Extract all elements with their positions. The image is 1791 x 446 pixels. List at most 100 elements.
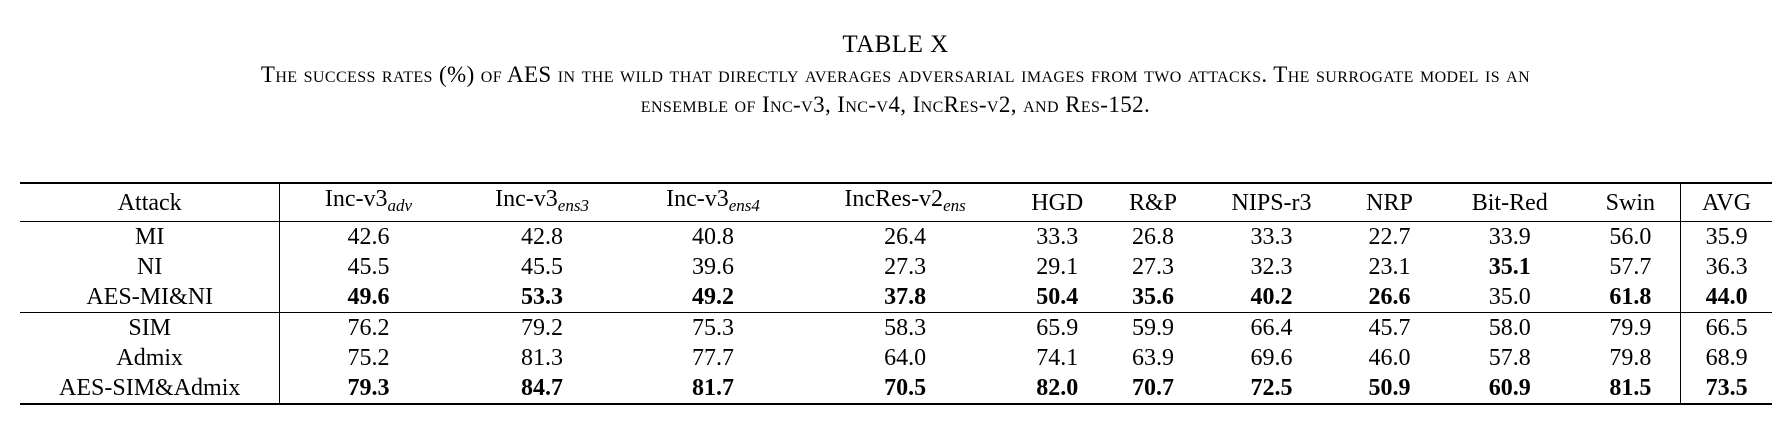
column-header-label: Bit-Red — [1471, 189, 1548, 216]
value-cell: 33.3 — [1250, 224, 1293, 250]
column-header: IncRes-v2ens — [799, 183, 1012, 222]
value-cell: 32.3 — [1250, 254, 1293, 280]
results-table-container: Attack Inc-v3adv Inc-v3ens3 Inc-v3ens4 IncRe… — [20, 182, 1772, 405]
value-cell: 35.1 — [1488, 254, 1531, 280]
table-label: TABLE X — [842, 31, 949, 58]
column-header: Attack — [20, 183, 281, 222]
column-header-label: R&P — [1128, 189, 1177, 216]
attack-name-cell: SIM — [20, 312, 281, 343]
value-cell: 27.3 — [1131, 254, 1174, 280]
value-cell: 65.9 — [1036, 315, 1079, 341]
value-cell: 56.0 — [1580, 221, 1682, 252]
value-cell: 84.7 — [521, 375, 564, 401]
table-row: AES-MI&NI 49.6 53.3 49.2 37.8 50.4 35.6 40.2 26.… — [20, 282, 1772, 313]
column-header-label: Swin — [1605, 189, 1655, 216]
value-cell: 39.6 — [692, 254, 735, 280]
value-cell: 77.7 — [692, 345, 735, 371]
value-cell: 66.4 — [1250, 315, 1293, 341]
value-cell: 45.7 — [1368, 315, 1411, 341]
value-cell: 44.0 — [1705, 284, 1748, 310]
value-cell: 75.3 — [692, 315, 735, 341]
column-header: Inc-v3ens4 — [628, 183, 799, 222]
value-cell: 45.5 — [347, 254, 390, 280]
column-header-label: NRP — [1366, 189, 1413, 216]
value-cell: 36.3 — [1705, 254, 1748, 280]
column-header: HGD — [1012, 183, 1103, 222]
value-cell: 76.2 — [347, 315, 390, 341]
value-cell: 26.6 — [1368, 284, 1411, 310]
value-cell: 35.6 — [1131, 284, 1174, 310]
value-cell: 79.8 — [1580, 343, 1682, 373]
attack-name-cell: NI — [20, 252, 281, 282]
attack-name-cell: MI — [20, 221, 281, 252]
value-cell: 81.7 — [692, 375, 735, 401]
value-cell: 73.5 — [1705, 375, 1748, 401]
column-header-subscript: ens4 — [728, 196, 760, 215]
value-cell: 29.1 — [1036, 254, 1079, 280]
column-header-label: Attack — [117, 189, 182, 216]
column-header-label: Inc-v3 — [495, 186, 558, 212]
value-cell: 37.8 — [884, 284, 927, 310]
value-cell: 23.1 — [1368, 254, 1411, 280]
table-row: AES-SIM&Admix 79.3 84.7 81.7 70.5 82.0 70.7 72.… — [20, 373, 1772, 404]
value-cell: 46.0 — [1368, 345, 1411, 371]
baseline-group-2: SIM 76.2 79.2 75.3 58.3 65.9 59.9 66.4 45.7 58.0 7… — [20, 312, 1772, 404]
table-row: NI 45.5 45.5 39.6 27.3 29.1 27.3 32.3 23.1 35.1 57… — [20, 252, 1772, 282]
value-cell: 82.0 — [1036, 375, 1079, 401]
column-header-label: AVG — [1702, 189, 1752, 216]
value-cell: 74.1 — [1036, 345, 1079, 371]
value-cell: 35.9 — [1705, 224, 1748, 250]
column-header: AVG — [1681, 183, 1772, 222]
value-cell: 33.9 — [1488, 224, 1531, 250]
value-cell: 40.8 — [692, 224, 735, 250]
value-cell: 58.0 — [1488, 315, 1531, 341]
attack-name-cell: AES-MI&NI — [20, 282, 281, 313]
value-cell: 61.8 — [1580, 282, 1682, 313]
header-row: Attack Inc-v3adv Inc-v3ens3 Inc-v3ens4 IncRe… — [20, 183, 1772, 222]
column-header: Inc-v3ens3 — [457, 183, 628, 222]
value-cell: 79.2 — [521, 315, 564, 341]
attack-name-cell: Admix — [20, 343, 281, 373]
value-cell: 22.7 — [1368, 224, 1411, 250]
table-row: Admix 75.2 81.3 77.7 64.0 74.1 63.9 69.6 46.0 57.… — [20, 343, 1772, 373]
value-cell: 63.9 — [1131, 345, 1174, 371]
value-cell: 72.5 — [1250, 375, 1293, 401]
value-cell: 81.5 — [1580, 373, 1682, 404]
column-header-label: HGD — [1031, 189, 1084, 216]
value-cell: 68.9 — [1705, 345, 1748, 371]
results-table: Attack Inc-v3adv Inc-v3ens3 Inc-v3ens4 IncRe… — [20, 182, 1772, 405]
value-cell: 50.4 — [1036, 284, 1079, 310]
table-caption-line-1: The success rates (%) of AES in the wild… — [260, 62, 1531, 87]
column-header: NRP — [1340, 183, 1439, 222]
value-cell: 26.4 — [884, 224, 927, 250]
table-caption-block: TABLE X The success rates (%) of AES in … — [0, 0, 1791, 120]
column-header-subscript: ens — [943, 196, 966, 215]
column-header: Swin — [1580, 183, 1682, 222]
value-cell: 45.5 — [521, 254, 564, 280]
value-cell: 57.7 — [1580, 252, 1682, 282]
column-header-label: Inc-v3 — [324, 186, 388, 212]
column-header-label: NIPS-r3 — [1231, 189, 1312, 216]
value-cell: 60.9 — [1488, 375, 1531, 401]
value-cell: 58.3 — [884, 315, 927, 341]
value-cell: 35.0 — [1488, 284, 1531, 310]
value-cell: 59.9 — [1131, 315, 1174, 341]
value-cell: 81.3 — [521, 345, 564, 371]
table-row: MI 42.6 42.8 40.8 26.4 33.3 26.8 33.3 22.7 33.9 56… — [20, 221, 1772, 252]
column-header: NIPS-r3 — [1203, 183, 1340, 222]
value-cell: 27.3 — [884, 254, 927, 280]
value-cell: 57.8 — [1488, 345, 1531, 371]
value-cell: 26.8 — [1131, 224, 1174, 250]
column-header-subscript: ens3 — [557, 196, 589, 215]
value-cell: 53.3 — [521, 284, 564, 310]
value-cell: 79.9 — [1580, 312, 1682, 343]
value-cell: 66.5 — [1705, 315, 1748, 341]
value-cell: 75.2 — [347, 345, 390, 371]
value-cell: 64.0 — [884, 345, 927, 371]
value-cell: 33.3 — [1036, 224, 1079, 250]
value-cell: 79.3 — [347, 375, 390, 401]
column-header-label: IncRes-v2 — [844, 186, 944, 212]
value-cell: 69.6 — [1250, 345, 1293, 371]
table-row: SIM 76.2 79.2 75.3 58.3 65.9 59.9 66.4 45.7 58.0 7… — [20, 312, 1772, 343]
value-cell: 70.7 — [1131, 375, 1174, 401]
